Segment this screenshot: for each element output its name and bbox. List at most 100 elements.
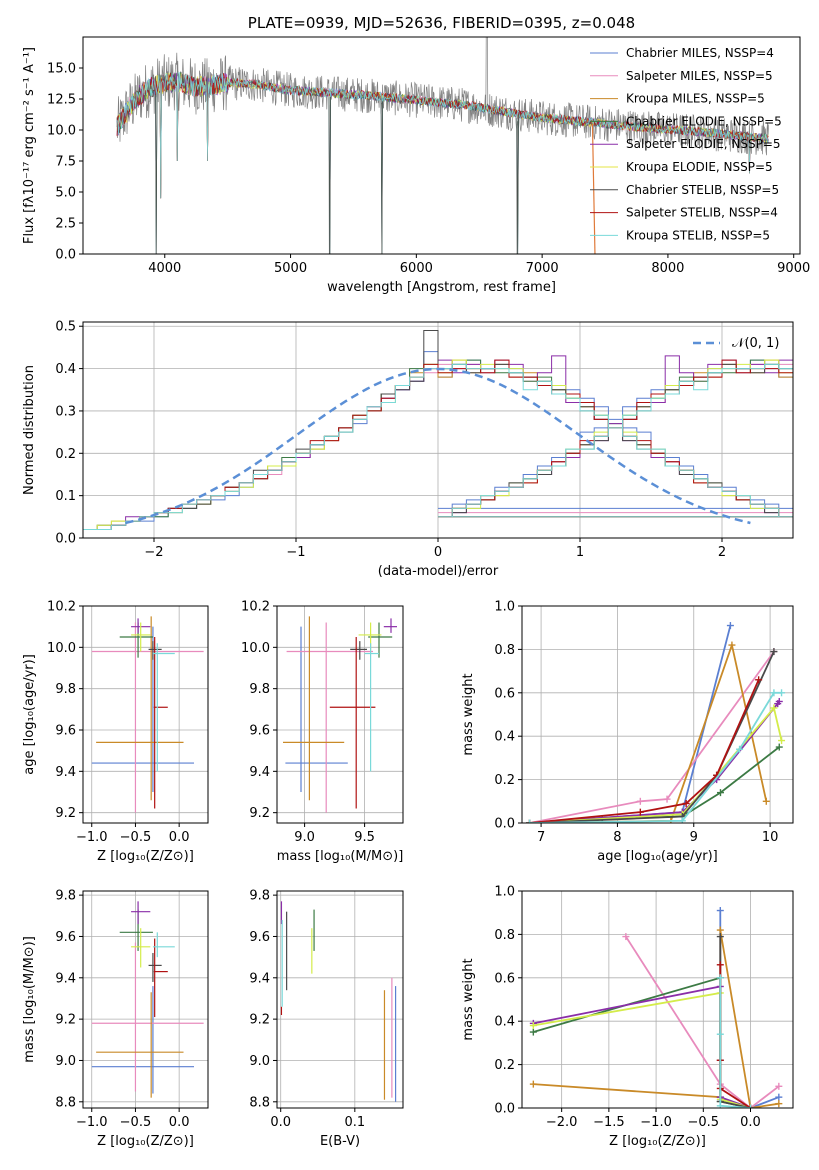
axes-frame (521, 605, 794, 824)
y-tick-label: 0.0 (494, 817, 515, 832)
errorbar-point-1 (286, 622, 373, 813)
y-tick-label: 0.2 (55, 447, 76, 462)
series-marker (755, 676, 763, 684)
legend-label-6: Chabrier STELIB, NSSP=5 (626, 183, 779, 197)
y-tick-label: 0.8 (494, 928, 515, 943)
series-marker (716, 926, 724, 934)
histogram-series-7 (83, 359, 793, 538)
plot-area (91, 616, 204, 813)
y-tick-label: 9.4 (249, 971, 270, 986)
errorbar-point-2 (96, 616, 184, 801)
x-tick-label: 7 (537, 830, 545, 845)
axes-frame (82, 890, 209, 1109)
y-tick-label: 0.8 (494, 643, 515, 658)
errorbar-point-3 (119, 622, 153, 658)
y-tick-label: 9.0 (55, 1054, 76, 1069)
series-marker (770, 689, 778, 697)
y-tick-label: 9.8 (249, 889, 270, 904)
x-tick-label: −2.0 (546, 1115, 578, 1130)
errorbar-point-2 (96, 992, 184, 1098)
series-marker (678, 817, 686, 823)
y-tick-label: 0.0 (494, 1102, 515, 1117)
legend-label-2: Kroupa MILES, NSSP=5 (626, 92, 765, 106)
axes-frame (276, 890, 404, 1109)
plot-area (280, 901, 397, 1102)
x-axis-label: Z [log₁₀(Z/Z⊙)] (97, 1134, 194, 1149)
y-tick-label: 9.2 (249, 1013, 270, 1028)
errorbar-point-3 (368, 622, 393, 658)
y-tick-label: 9.6 (249, 724, 270, 739)
series-marker (716, 961, 724, 969)
histogram-series-3 (83, 359, 793, 538)
series-marker (622, 933, 630, 941)
y-axis-label: mass weight (461, 958, 476, 1040)
y-tick-label: 0.4 (494, 730, 515, 745)
panel-mass-vs-EBV: 0.0 0.1 8.8 9.0 9.2 9.4 9.6 9.8 E(B-V) (249, 889, 404, 1149)
y-tick-label: 10.0 (47, 641, 76, 656)
y-tick-label: 9.2 (55, 806, 76, 821)
errorbar-point-6 (350, 641, 367, 660)
plot-area (526, 622, 786, 823)
axes: −1.0 −0.5 0.0 9.2 9.4 9.6 9.8 10.0 10.2 Z [log₁₀(… (22, 600, 209, 864)
x-tick-label: 0 (434, 545, 442, 560)
panel-age-vs-mass: 9.0 9.5 9.2 9.4 9.6 9.8 10.0 10.2 mass [log₁₀(M/… (241, 600, 404, 864)
plot-area (283, 616, 397, 813)
y-tick-label: 0.1 (55, 489, 76, 504)
normal-curve (125, 367, 751, 525)
series-marker (716, 1030, 724, 1038)
legend-label-7: Salpeter STELIB, NSSP=4 (626, 206, 778, 220)
errorbar-point-8 (152, 643, 175, 772)
y-tick-label: 10.2 (47, 600, 76, 615)
plot-area (116, 37, 769, 254)
y-tick-label: 5.0 (55, 186, 76, 201)
plot-area (91, 901, 204, 1098)
panel-massweight-vs-Z: −2.0 −1.5 −1.0 −0.5 0.0 0.0 0.2 0.4 0.6 0.8 1.0 Z [… (461, 885, 794, 1149)
x-tick-label: −0.5 (120, 830, 152, 845)
y-tick-label: 9.8 (249, 682, 270, 697)
axes: 0.0 0.1 8.8 9.0 9.2 9.4 9.6 9.8 E(B-V) (249, 889, 404, 1149)
x-tick-label: 4000 (148, 261, 181, 276)
y-tick-label: 0.0 (55, 532, 76, 547)
y-tick-label: 0.6 (494, 686, 515, 701)
legend-label-0: Chabrier MILES, NSSP=4 (626, 46, 774, 60)
axes-frame (82, 605, 209, 824)
errorbar-point-2 (283, 616, 345, 801)
x-tick-label: 0.0 (169, 1115, 190, 1130)
legend-label: 𝒩(0, 1) (732, 336, 779, 351)
y-tick-label: 9.6 (249, 930, 270, 945)
series-marker (716, 1102, 724, 1108)
x-tick-label: −2 (144, 545, 163, 560)
x-tick-label: −0.5 (688, 1115, 720, 1130)
errorbar-point-3 (119, 909, 153, 951)
series-marker (636, 797, 644, 805)
axes: 9.0 9.5 9.2 9.4 9.6 9.8 10.0 10.2 mass [log₁₀(M/… (241, 600, 404, 864)
legend: Chabrier MILES, NSSP=4 Salpeter MILES, NS… (590, 46, 782, 242)
series-line-5 (533, 991, 751, 1108)
x-tick-label: 5000 (274, 261, 307, 276)
axes: 7 8 9 10 0.0 0.2 0.4 0.6 0.8 1.0 age [log₁₀(age/yr… (461, 600, 794, 864)
y-tick-label: 0.6 (494, 971, 515, 986)
axes-frame (82, 36, 801, 255)
legend-label-5: Kroupa ELODIE, NSSP=5 (626, 160, 773, 174)
x-tick-label: 2 (718, 545, 726, 560)
series-marker (682, 799, 690, 807)
y-tick-label: 2.5 (55, 217, 76, 232)
y-tick-label: 1.0 (494, 600, 515, 615)
y-tick-label: 9.6 (55, 930, 76, 945)
x-axis-label: mass [log₁₀(M/M⊙)] (277, 849, 404, 864)
y-axis-label: Normed distribution (22, 365, 37, 495)
y-tick-label: 7.5 (55, 155, 76, 170)
y-tick-label: 9.2 (249, 806, 270, 821)
series-marker (762, 797, 770, 805)
series-line-1 (625, 936, 780, 1108)
series-marker (663, 795, 671, 803)
series-line-1 (529, 651, 775, 823)
y-axis-label: mass [log₁₀(M/M⊙)] (22, 936, 37, 1063)
series-marker (529, 1080, 537, 1088)
histogram-series-0 (83, 351, 793, 538)
panel-residuals: −2 −1 0 1 2 0.0 0.1 0.2 0.3 0.4 0.5 (data-model)/er… (22, 320, 794, 579)
y-axis-label: age [log₁₀(age/yr)] (22, 654, 37, 775)
plot-area (83, 330, 793, 538)
y-tick-label: 9.8 (55, 889, 76, 904)
